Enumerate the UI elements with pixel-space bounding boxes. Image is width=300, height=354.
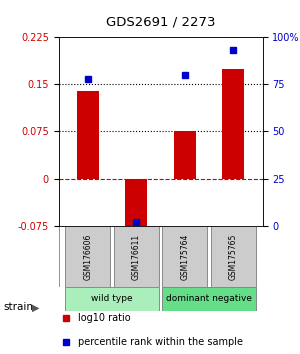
- Text: GSM176611: GSM176611: [132, 234, 141, 280]
- Bar: [65, 226, 110, 287]
- Bar: [114, 226, 159, 287]
- Bar: [222, 69, 244, 178]
- Bar: [125, 178, 147, 232]
- Bar: [162, 226, 207, 287]
- Bar: [65, 287, 159, 310]
- Text: dominant negative: dominant negative: [166, 295, 252, 303]
- Bar: [211, 226, 256, 287]
- Text: GSM175765: GSM175765: [229, 233, 238, 280]
- Bar: [174, 131, 196, 178]
- Text: log10 ratio: log10 ratio: [78, 313, 130, 323]
- Text: GSM176606: GSM176606: [83, 233, 92, 280]
- Text: percentile rank within the sample: percentile rank within the sample: [78, 337, 243, 347]
- Text: wild type: wild type: [91, 295, 133, 303]
- Text: strain: strain: [3, 302, 33, 312]
- Bar: [77, 91, 99, 178]
- Text: ▶: ▶: [32, 303, 40, 313]
- Bar: [162, 287, 256, 310]
- Text: GSM175764: GSM175764: [180, 233, 189, 280]
- Text: GDS2691 / 2273: GDS2691 / 2273: [106, 16, 215, 29]
